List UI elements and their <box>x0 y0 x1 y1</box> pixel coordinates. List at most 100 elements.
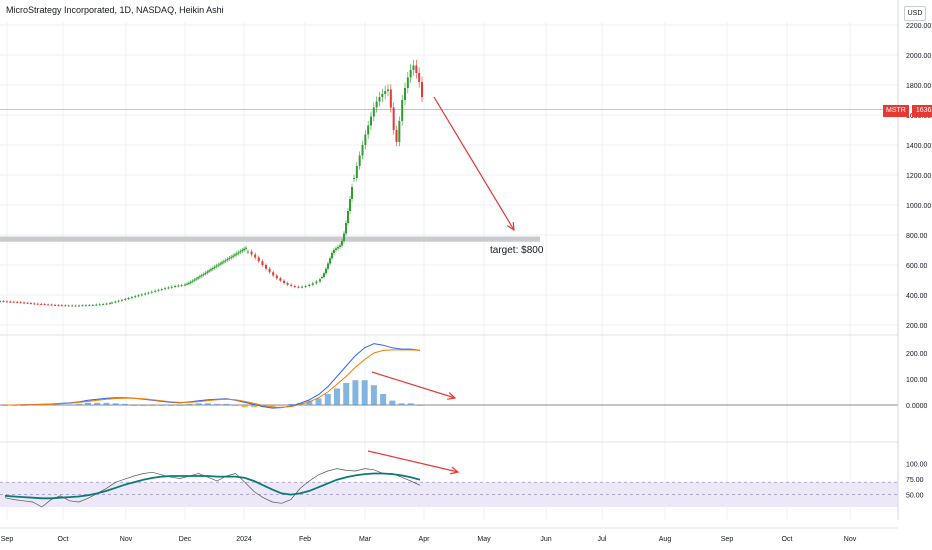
macd-panel <box>0 334 898 409</box>
candle-body <box>16 301 19 303</box>
candle-body <box>67 305 70 307</box>
candle-body <box>401 100 404 121</box>
candle-body <box>221 262 224 264</box>
candle-body <box>232 255 235 257</box>
candle-body <box>375 101 378 108</box>
macd-histogram-bar <box>223 403 230 405</box>
candle-body <box>241 250 244 252</box>
candle-body <box>26 302 29 304</box>
time-tick-label: 2024 <box>236 536 252 543</box>
candle-body <box>217 264 220 266</box>
candle-body <box>321 277 323 278</box>
candle-body <box>384 91 387 94</box>
candle-body <box>286 283 289 285</box>
candle-body <box>333 250 335 253</box>
macd-histogram-bar <box>214 403 221 405</box>
candle-body <box>5 301 8 303</box>
candle-body <box>74 305 77 307</box>
rsi-tick-label: 50.00 <box>906 493 924 500</box>
candle-body <box>339 245 341 247</box>
time-tick-label: Oct <box>58 536 69 543</box>
candle-body <box>301 286 303 288</box>
candle-body <box>184 284 186 286</box>
candle-body <box>381 94 384 97</box>
candle-body <box>91 304 94 306</box>
candle-body <box>187 283 190 284</box>
candle-body <box>406 77 409 88</box>
grid-lines <box>0 22 898 520</box>
candle-body <box>2 301 5 302</box>
candle-body <box>54 304 56 306</box>
candle-body <box>337 247 339 249</box>
signal-line <box>5 349 421 408</box>
candle-body <box>189 281 192 283</box>
candle-body <box>200 275 203 277</box>
candle-body <box>120 299 123 301</box>
time-axis: Sep Oct Nov Dec 2024 Feb Mar Apr May Jun Jul Aug Sep… <box>0 527 898 543</box>
price-tick-label: 200.00 <box>906 323 928 330</box>
time-tick-label: Sep <box>721 536 734 543</box>
candle-body <box>114 301 117 303</box>
candle-body <box>308 284 311 286</box>
candle-body <box>109 303 111 305</box>
candle-body <box>355 166 358 178</box>
last-price-badge: MSTR 1636.74 <box>883 105 932 117</box>
time-tick-label: Mar <box>359 536 372 543</box>
candle-body <box>345 223 347 234</box>
time-tick-label: May <box>477 536 491 543</box>
macd-divergence-arrow-head <box>446 392 457 400</box>
candle-body <box>370 116 372 126</box>
macd-histogram-bar <box>361 380 368 405</box>
rsi-divergence-arrow <box>367 450 459 473</box>
currency-button[interactable]: USD <box>904 6 926 21</box>
macd-histogram-bar <box>149 405 156 407</box>
candle-body <box>150 291 153 293</box>
candle-body <box>304 286 307 287</box>
candle-body <box>353 178 355 179</box>
candle-body <box>81 305 84 307</box>
macd-histogram-bar <box>48 404 55 406</box>
candle-body <box>358 155 361 166</box>
macd-histogram-bar <box>407 403 414 405</box>
candle-body <box>215 265 218 267</box>
candle-body <box>95 304 98 306</box>
macd-histogram-bar <box>85 402 91 405</box>
trend-arrows <box>367 96 515 475</box>
symbol-badge: MSTR <box>883 105 909 117</box>
candle-body <box>144 293 147 295</box>
macd-histogram-bar <box>417 405 423 406</box>
price-tick-label: 1000.00 <box>906 203 931 210</box>
macd-histogram-bar <box>112 403 119 405</box>
macd-tick-label: 100.00 <box>906 377 928 384</box>
candle-body <box>343 233 345 241</box>
candle-body <box>19 302 22 304</box>
candle-body <box>392 107 395 130</box>
candle-body <box>12 301 15 303</box>
time-tick-label: Nov <box>120 536 133 543</box>
candle-body <box>177 285 180 287</box>
macd-histogram-bar <box>57 404 64 406</box>
candle-body <box>409 70 412 78</box>
candle-body <box>327 263 329 269</box>
candle-body <box>164 288 167 290</box>
candle-body <box>105 303 108 305</box>
candle-body <box>297 286 300 288</box>
macd-histogram-bar <box>334 388 340 405</box>
candle-body <box>186 283 188 285</box>
candle-body <box>209 269 212 271</box>
candle-body <box>124 298 127 300</box>
candle-body <box>319 279 321 282</box>
macd-histogram-bar <box>251 405 257 408</box>
candle-body <box>361 145 364 156</box>
macd-histogram-bar <box>186 403 193 405</box>
time-tick-label: Oct <box>782 536 793 543</box>
candle-body <box>167 287 170 289</box>
candle-body <box>98 304 101 306</box>
macd-histogram-bar <box>324 394 331 405</box>
macd-divergence-arrow <box>371 371 456 399</box>
candle-body <box>311 283 314 285</box>
candle-body <box>157 289 160 291</box>
candle-body <box>180 285 183 287</box>
macd-histogram-bar <box>94 402 101 405</box>
rsi-tick-label: 100.00 <box>906 462 928 469</box>
